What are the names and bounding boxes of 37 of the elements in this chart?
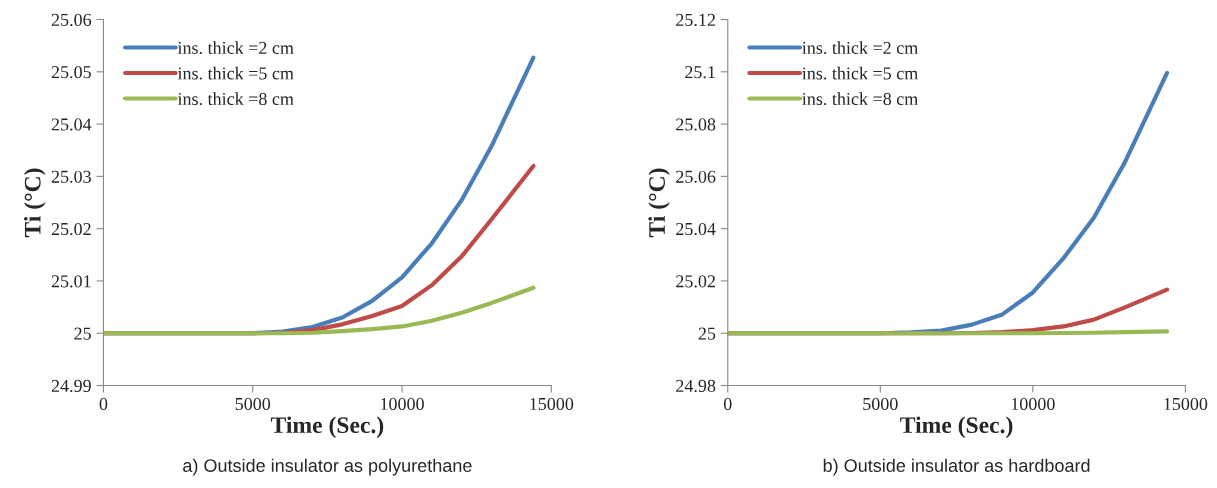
x-tick-label: 0 bbox=[723, 397, 732, 411]
legend-label: ins. thick =8 cm bbox=[802, 92, 919, 106]
text: a) Outside insulator as polyurethane bbox=[183, 458, 472, 476]
y-tick-label: 25 bbox=[74, 327, 91, 340]
y-tick-label: 25.02 bbox=[51, 222, 91, 236]
legend-label: ins. thick =5 cm bbox=[802, 66, 919, 80]
y-tick-label: 25.08 bbox=[676, 118, 716, 131]
y-tick-label: 25.01 bbox=[51, 275, 91, 288]
y-tick-label: 25.04 bbox=[51, 118, 92, 131]
x-tick-label: 15000 bbox=[530, 397, 574, 411]
x-tick-label: 15000 bbox=[1164, 397, 1208, 411]
y-tick-label: 25.1 bbox=[685, 66, 715, 79]
y-axis-title: Ti (°C) bbox=[24, 168, 46, 238]
y-tick-label: 25.02 bbox=[676, 275, 715, 288]
text: b) Outside insulator as hardboard bbox=[823, 458, 1090, 476]
x-tick-label: 10000 bbox=[1011, 397, 1055, 411]
legend-label: ins. thick =8 cm bbox=[177, 92, 294, 106]
y-tick-label: 25.03 bbox=[51, 170, 91, 183]
y-tick-label: 25.04 bbox=[676, 222, 716, 236]
x-axis-title: Time (Sec.) bbox=[270, 416, 384, 438]
y-tick-label: 24.98 bbox=[676, 379, 716, 393]
y-axis-title: Ti (°C) bbox=[648, 168, 670, 238]
x-tick-label: 0 bbox=[99, 397, 108, 411]
y-tick-label: 24.99 bbox=[51, 379, 91, 393]
legend-label: ins. thick =2 cm bbox=[802, 41, 919, 55]
x-tick-label: 5000 bbox=[863, 397, 898, 411]
y-tick-label: 25.05 bbox=[51, 66, 91, 79]
x-tick-label: 5000 bbox=[235, 397, 271, 411]
legend-label: ins. thick =5 cm bbox=[177, 66, 294, 80]
legend-label: ins. thick =2 cm bbox=[177, 41, 294, 55]
y-tick-label: 25.12 bbox=[676, 13, 715, 27]
y-tick-label: 25.06 bbox=[676, 170, 716, 183]
x-axis-title: Time (Sec.) bbox=[900, 416, 1013, 438]
y-tick-label: 25.06 bbox=[51, 13, 92, 27]
y-tick-label: 25 bbox=[698, 327, 716, 340]
line-series bbox=[103, 285, 536, 336]
x-tick-label: 10000 bbox=[381, 397, 424, 411]
